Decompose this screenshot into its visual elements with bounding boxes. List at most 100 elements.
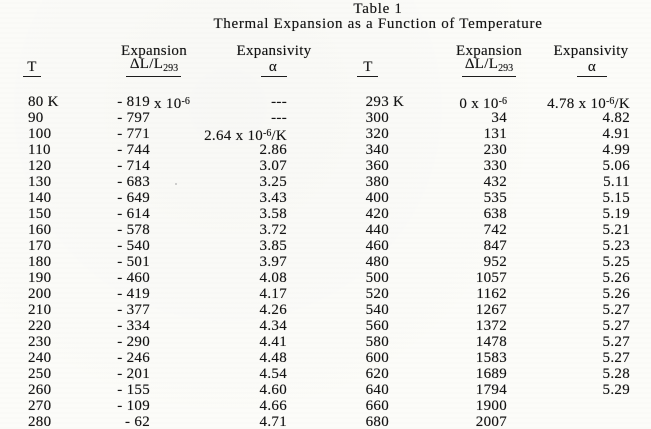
table-row: 170 - 540 3.85	[0, 238, 651, 254]
cell-expansion: - 649	[117, 190, 150, 206]
cell-expansion: - 460	[117, 270, 150, 286]
cell-temperature: 320	[365, 126, 389, 142]
cell-temperature: 560	[365, 318, 389, 334]
column-header-alpha-right: α	[587, 59, 597, 75]
table-row: 460 847 5.23	[0, 238, 651, 254]
table-row: 680 2007	[0, 414, 651, 429]
table-row: 130 - 683 3.25	[0, 174, 651, 190]
cell-expansivity: 2.86	[259, 142, 287, 158]
cell-expansivity: 4.41	[259, 334, 287, 350]
cell-expansivity: 5.19	[602, 206, 630, 222]
cell-expansion: 1267	[475, 302, 507, 318]
cell-temperature: 480	[365, 254, 389, 270]
table-row: 320 131 4.91	[0, 126, 651, 142]
table-row: 210 - 377 4.26	[0, 302, 651, 318]
table-row: 580 1478 5.27	[0, 334, 651, 350]
cell-expansivity: 4.60	[259, 382, 287, 398]
cell-expansivity: 3.07	[259, 158, 287, 174]
table-row: 190 - 460 4.08	[0, 270, 651, 286]
cell-expansion: - 683	[117, 174, 150, 190]
cell-temperature: 190	[28, 270, 52, 286]
cell-expansivity: 4.54	[259, 366, 287, 382]
cell-expansivity: ---	[271, 110, 287, 126]
cell-expansion: 131	[483, 126, 507, 142]
cell-temperature: 440	[365, 222, 389, 238]
cell-expansivity: 5.29	[602, 382, 630, 398]
cell-expansion: 1162	[476, 286, 507, 302]
table-row: 480 952 5.25	[0, 254, 651, 270]
cell-expansivity: 4.66	[259, 398, 287, 414]
table-row: 620 1689 5.28	[0, 366, 651, 382]
cell-temperature: 400	[365, 190, 389, 206]
table-row: 280 - 62 4.71	[0, 414, 651, 429]
cell-temperature: 200	[28, 286, 52, 302]
cell-expansion: 1583	[475, 350, 507, 366]
table-row: 100 - 771 2.64 x 10-6/K	[0, 126, 651, 144]
table-row: 640 1794 5.29	[0, 382, 651, 398]
cell-temperature: 220	[28, 318, 52, 334]
cell-temperature: 680	[365, 414, 389, 429]
cell-temperature: 110	[28, 142, 51, 158]
table-row: 400 535 5.15	[0, 190, 651, 206]
table-row: 250- 201 4.54	[0, 366, 651, 382]
cell-expansivity: 4.34	[259, 318, 287, 334]
cell-expansivity: 5.26	[602, 286, 630, 302]
cell-expansivity: 5.25	[602, 254, 630, 270]
cell-expansivity: 5.27	[602, 318, 630, 334]
cell-expansion: 1478	[475, 334, 507, 350]
header-underline	[261, 76, 287, 77]
table-row: 520 1162 5.26	[0, 286, 651, 302]
table-row: 160 - 578 3.72	[0, 222, 651, 238]
cell-expansivity: 3.85	[259, 238, 287, 254]
column-header-temperature-right: T	[363, 59, 373, 75]
table-row: 220 - 334 4.34	[0, 318, 651, 334]
cell-temperature: 300	[365, 110, 389, 126]
cell-expansivity: 4.91	[602, 126, 630, 142]
table-number: Table 1	[353, 1, 403, 17]
cell-expansivity: 5.15	[602, 190, 630, 206]
cell-temperature: 100	[28, 126, 52, 142]
table-row: 440 742 5.21	[0, 222, 651, 238]
table-row: 293 K 0 x 10-6 4.78 x 10-6/K	[0, 94, 651, 112]
cell-expansivity: 4.71	[259, 414, 287, 429]
cell-expansivity: 3.43	[259, 190, 287, 206]
header-underline	[126, 76, 181, 77]
cell-expansivity: 4.17	[259, 286, 287, 302]
column-header-alpha-left: α	[268, 59, 278, 75]
cell-expansivity: 5.27	[602, 350, 630, 366]
cell-expansivity: 4.99	[602, 142, 630, 158]
cell-temperature: 210	[28, 302, 52, 318]
cell-temperature: 620	[365, 366, 389, 382]
cell-temperature: 293 K	[365, 94, 405, 110]
cell-temperature: 340	[365, 142, 389, 158]
cell-expansivity: 4.82	[602, 110, 630, 126]
cell-expansivity: 5.27	[602, 302, 630, 318]
table-row: 360 330 5.06	[0, 158, 651, 174]
scan-speck	[132, 377, 134, 380]
table-row: 200 - 419 4.17	[0, 286, 651, 302]
cell-temperature: 360	[365, 158, 389, 174]
table-row: 380 432 5.11	[0, 174, 651, 190]
cell-temperature: 420	[365, 206, 389, 222]
cell-temperature: 380	[365, 174, 389, 190]
cell-expansion: 1900	[475, 398, 507, 414]
cell-expansion: - 246	[117, 350, 150, 366]
cell-expansion: - 614	[117, 206, 150, 222]
table-row: 270 - 109 4.66	[0, 398, 651, 414]
cell-expansivity: 2.64 x 10-6/K	[204, 128, 287, 144]
header-underline	[577, 76, 607, 77]
cell-temperature: 540	[365, 302, 389, 318]
column-header-expansivity-right: Expansivity	[553, 43, 629, 59]
cell-temperature: 640	[365, 382, 389, 398]
table-row: 420 638 5.19	[0, 206, 651, 222]
cell-expansion: - 714	[117, 158, 150, 174]
cell-expansivity: 5.28	[602, 366, 630, 382]
table-row: 600 1583 5.27	[0, 350, 651, 366]
column-header-expansivity-left: Expansivity	[236, 43, 312, 59]
cell-expansion: - 744	[117, 142, 150, 158]
cell-temperature: 140	[28, 190, 52, 206]
cell-expansivity: 5.21	[602, 222, 630, 238]
cell-expansivity: 5.23	[602, 238, 630, 254]
cell-temperature: 90	[28, 110, 44, 126]
cell-expansion: - 62	[125, 414, 150, 429]
